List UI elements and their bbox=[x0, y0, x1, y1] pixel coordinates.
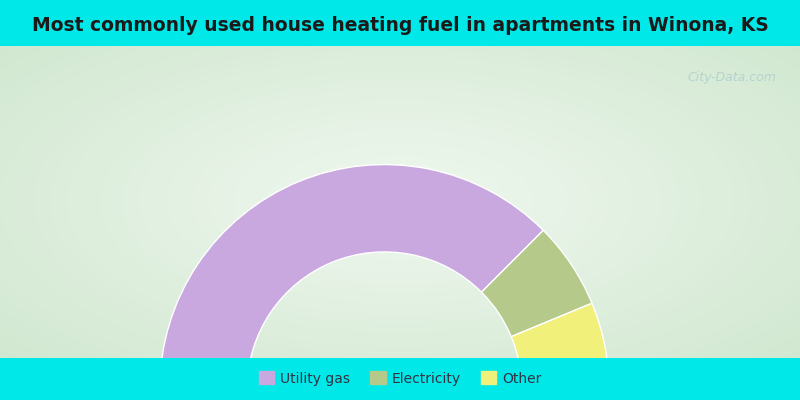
Wedge shape bbox=[482, 230, 592, 337]
Wedge shape bbox=[511, 303, 609, 389]
Legend: Utility gas, Electricity, Other: Utility gas, Electricity, Other bbox=[253, 366, 547, 392]
Wedge shape bbox=[160, 164, 543, 389]
Text: Most commonly used house heating fuel in apartments in Winona, KS: Most commonly used house heating fuel in… bbox=[32, 16, 768, 35]
Text: City-Data.com: City-Data.com bbox=[687, 71, 776, 84]
